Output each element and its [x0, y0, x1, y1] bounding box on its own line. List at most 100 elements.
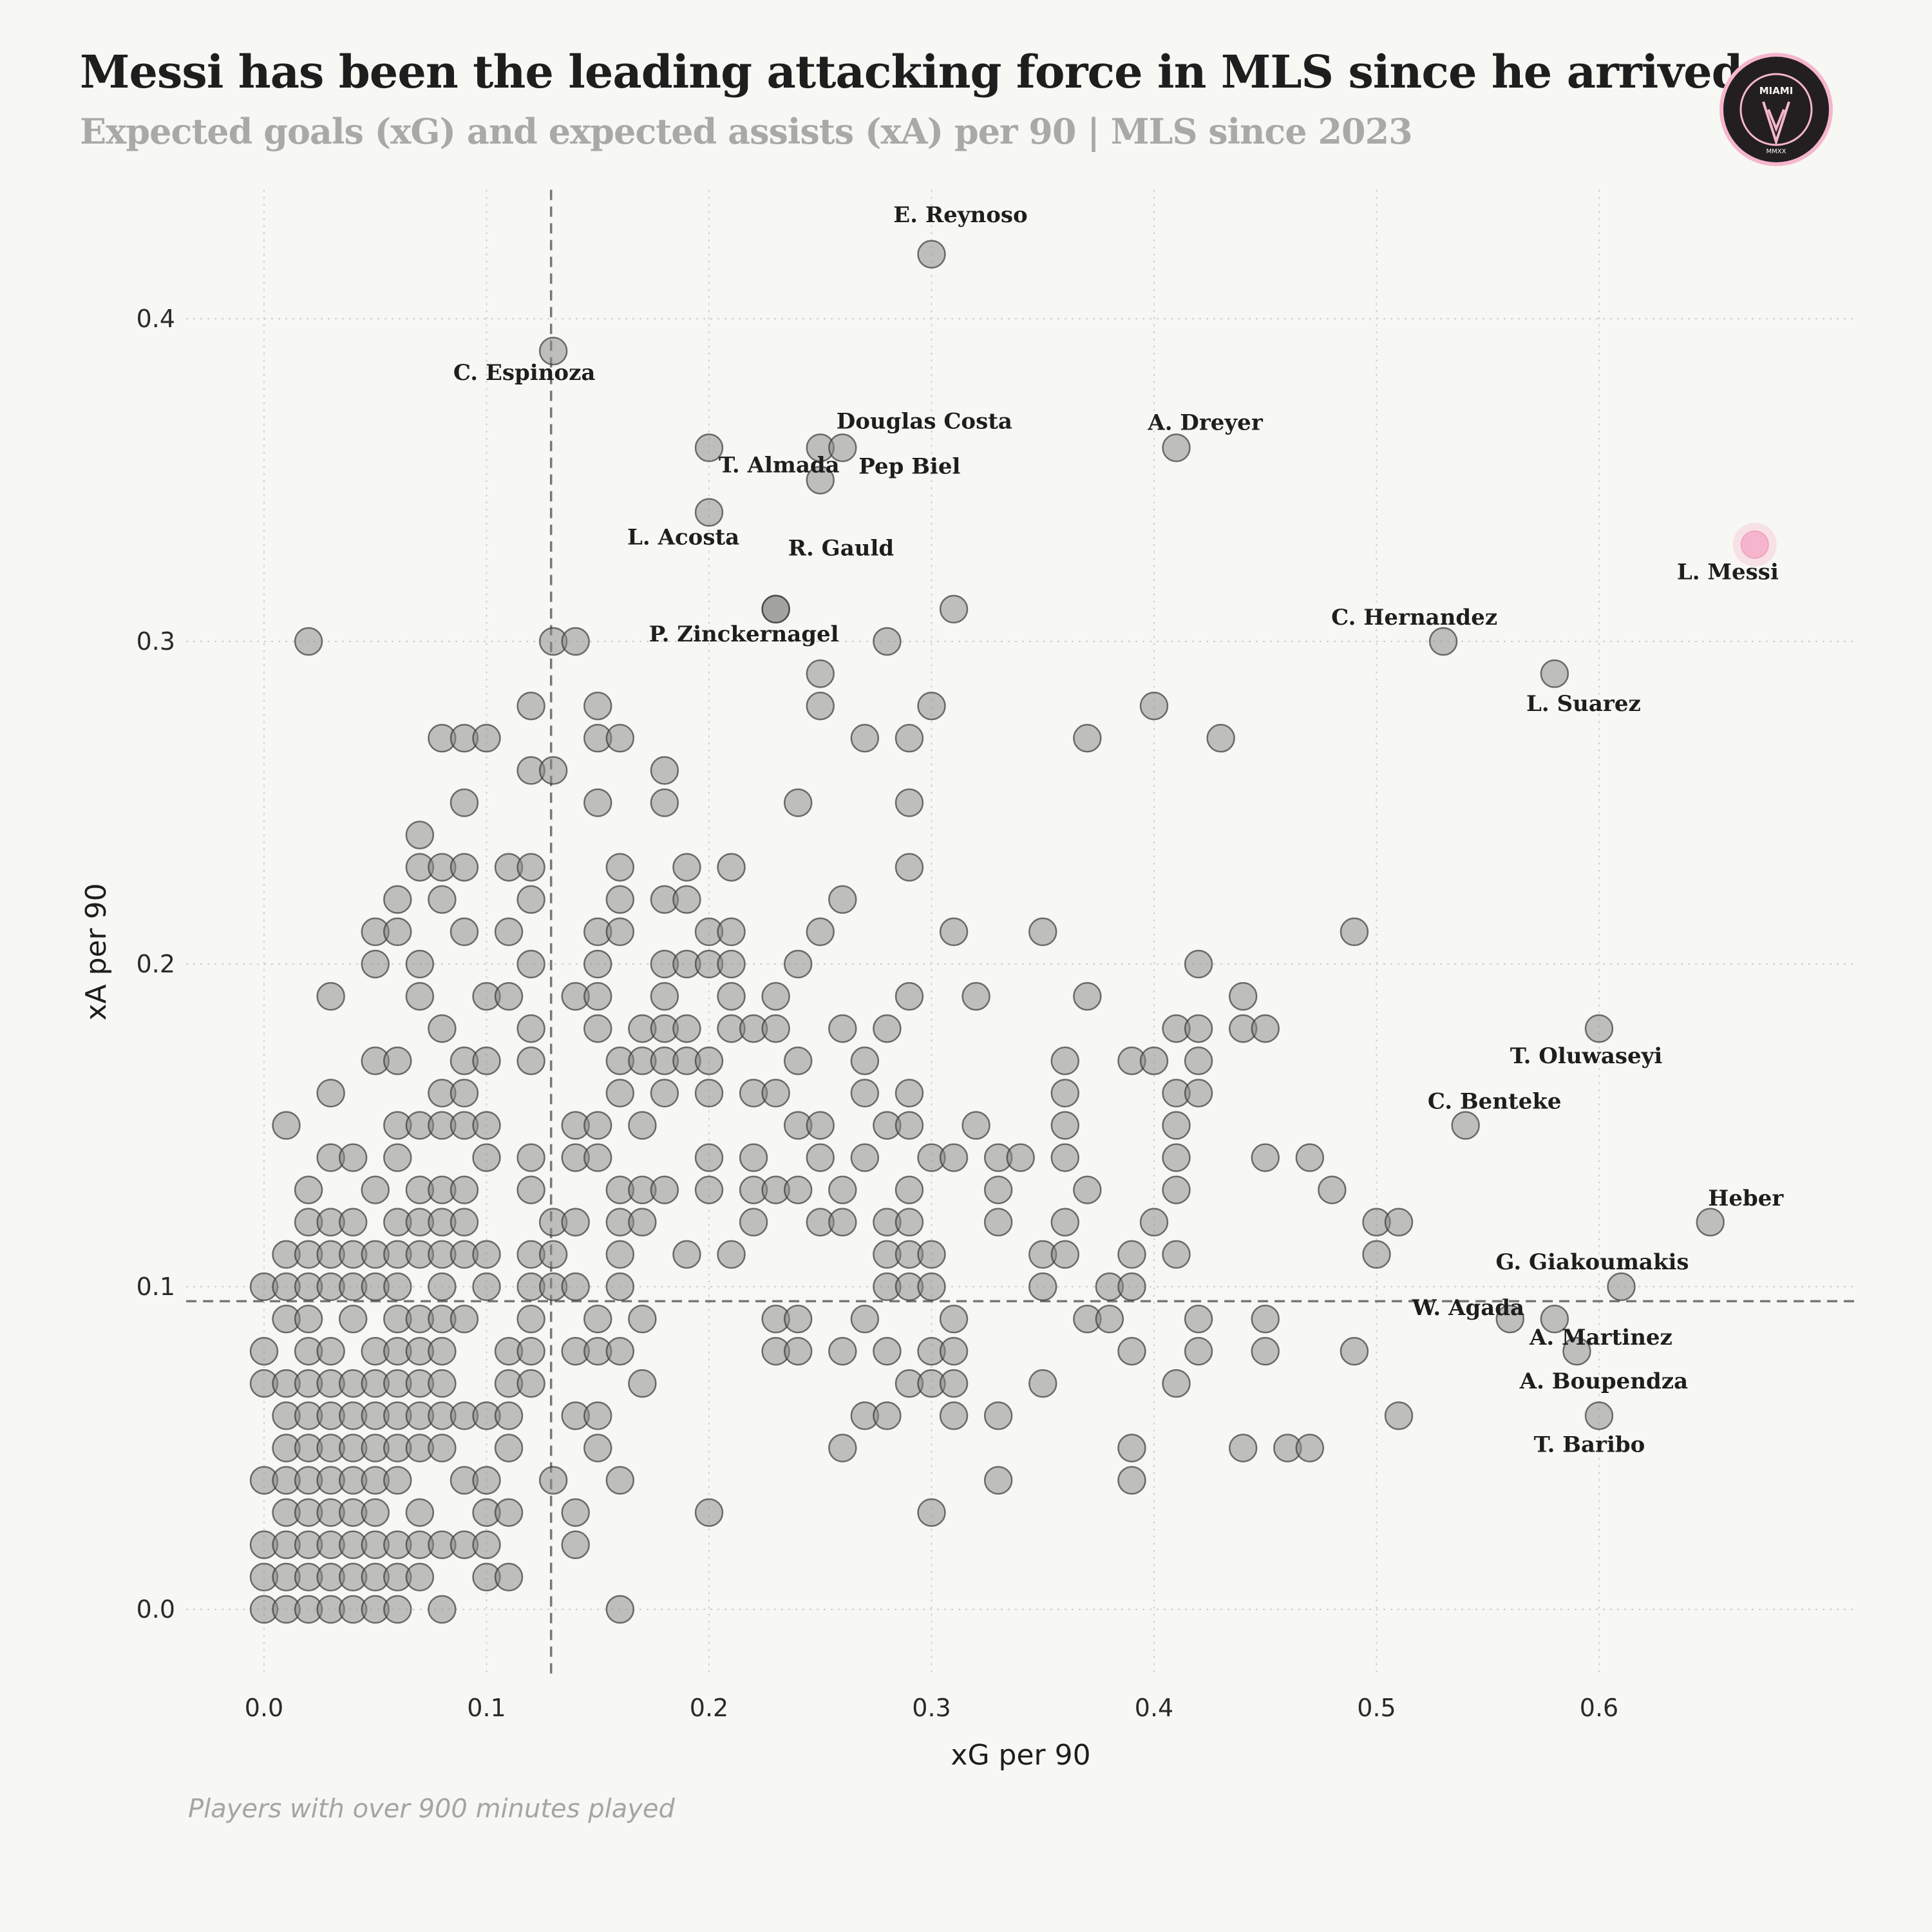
scatter-point	[428, 1369, 457, 1398]
scatter-point	[828, 433, 857, 462]
scatter-point	[717, 853, 746, 882]
scatter-point	[828, 1434, 857, 1463]
scatter-point	[983, 1208, 1013, 1237]
y-tick-label: 0.4	[137, 305, 175, 333]
scatter-point	[1184, 949, 1213, 979]
scatter-point	[1050, 1240, 1080, 1269]
point-label: W. Agada	[1412, 1295, 1525, 1321]
scatter-point	[516, 1046, 545, 1075]
point-label: L. Acosta	[627, 525, 739, 551]
scatter-point	[672, 853, 701, 882]
scatter-point	[783, 1175, 813, 1204]
scatter-point	[450, 853, 479, 882]
scatter-point	[895, 1208, 924, 1237]
club-crest-icon: MIAMI MMXX	[1719, 53, 1833, 166]
scatter-point	[1050, 1046, 1080, 1075]
scatter-point	[516, 1304, 545, 1334]
scatter-point	[939, 1304, 969, 1334]
scatter-point	[1584, 1401, 1614, 1430]
highlight-point-messi	[1740, 530, 1769, 559]
scatter-point	[516, 1143, 545, 1172]
scatter-point	[494, 981, 524, 1011]
scatter-point	[450, 1079, 479, 1108]
scatter-point	[583, 1014, 612, 1043]
scatter-point	[472, 1046, 501, 1075]
scatter-point	[605, 1466, 635, 1495]
scatter-point	[895, 724, 924, 753]
scatter-point	[783, 1336, 813, 1366]
scatter-point	[561, 627, 590, 656]
scatter-point	[1340, 1336, 1369, 1366]
scatter-point	[694, 1143, 724, 1172]
scatter-point	[694, 1498, 724, 1527]
scatter-point	[1050, 1143, 1080, 1172]
scatter-point	[806, 466, 835, 495]
scatter-point	[1451, 1111, 1480, 1140]
scatter-point	[1340, 917, 1369, 947]
scatter-point	[650, 788, 679, 817]
scatter-point	[961, 981, 990, 1011]
scatter-point	[761, 1079, 790, 1108]
scatter-point	[1562, 1336, 1591, 1366]
scatter-point	[561, 1208, 590, 1237]
scatter-point	[806, 659, 835, 688]
scatter-point	[895, 788, 924, 817]
scatter-point	[672, 1240, 701, 1269]
scatter-point	[316, 1079, 345, 1108]
scatter-point	[1162, 1369, 1191, 1398]
scatter-point	[316, 1336, 345, 1366]
scatter-point	[828, 885, 857, 914]
scatter-point	[672, 1014, 701, 1043]
point-label: Douglas Costa	[837, 408, 1012, 434]
scatter-point	[1117, 1272, 1146, 1302]
scatter-point	[494, 1434, 524, 1463]
scatter-point	[783, 788, 813, 817]
median-reference-lines	[186, 189, 1855, 1674]
scatter-point	[605, 1272, 635, 1302]
scatter-point	[650, 981, 679, 1011]
scatter-point	[806, 1111, 835, 1140]
scatter-point	[316, 981, 345, 1011]
data-points	[249, 240, 1725, 1624]
scatter-point	[1184, 1304, 1213, 1334]
scatter-point	[761, 1014, 790, 1043]
scatter-point	[1184, 1079, 1213, 1108]
point-label: E. Reynoso	[893, 202, 1027, 228]
scatter-point	[472, 724, 501, 753]
y-tick-label: 0.3	[137, 627, 175, 656]
point-label: P. Zinckernagel	[649, 621, 839, 647]
scatter-point	[783, 1046, 813, 1075]
scatter-point	[294, 627, 323, 656]
scatter-point	[361, 1175, 390, 1204]
scatter-point	[917, 1272, 946, 1302]
point-label: T. Baribo	[1534, 1432, 1645, 1457]
scatter-point	[605, 917, 635, 947]
scatter-point	[361, 949, 390, 979]
scatter-point	[583, 691, 612, 721]
scatter-point	[1073, 981, 1102, 1011]
scatter-point	[1162, 1175, 1191, 1204]
scatter-point	[783, 949, 813, 979]
scatter-point	[1362, 1240, 1391, 1269]
scatter-point	[450, 1304, 479, 1334]
scatter-point	[917, 1240, 946, 1269]
scatter-point	[516, 1175, 545, 1204]
chart-subtitle: Expected goals (xG) and expected assists…	[80, 111, 1413, 152]
scatter-point	[1095, 1304, 1124, 1334]
scatter-point	[961, 1111, 990, 1140]
scatter-point	[1162, 1240, 1191, 1269]
scatter-point	[405, 1498, 435, 1527]
y-tick-label: 0.1	[137, 1273, 175, 1301]
scatter-point	[428, 885, 457, 914]
scatter-point	[383, 1272, 412, 1302]
scatter-point	[939, 917, 969, 947]
scatter-point	[1607, 1272, 1636, 1302]
x-tick-label: 0.4	[1135, 1694, 1173, 1722]
scatter-point	[383, 1046, 412, 1075]
scatter-point	[383, 1466, 412, 1495]
scatter-point	[1050, 1208, 1080, 1237]
scatter-point	[472, 1111, 501, 1140]
scatter-point	[472, 1143, 501, 1172]
scatter-point	[605, 885, 635, 914]
